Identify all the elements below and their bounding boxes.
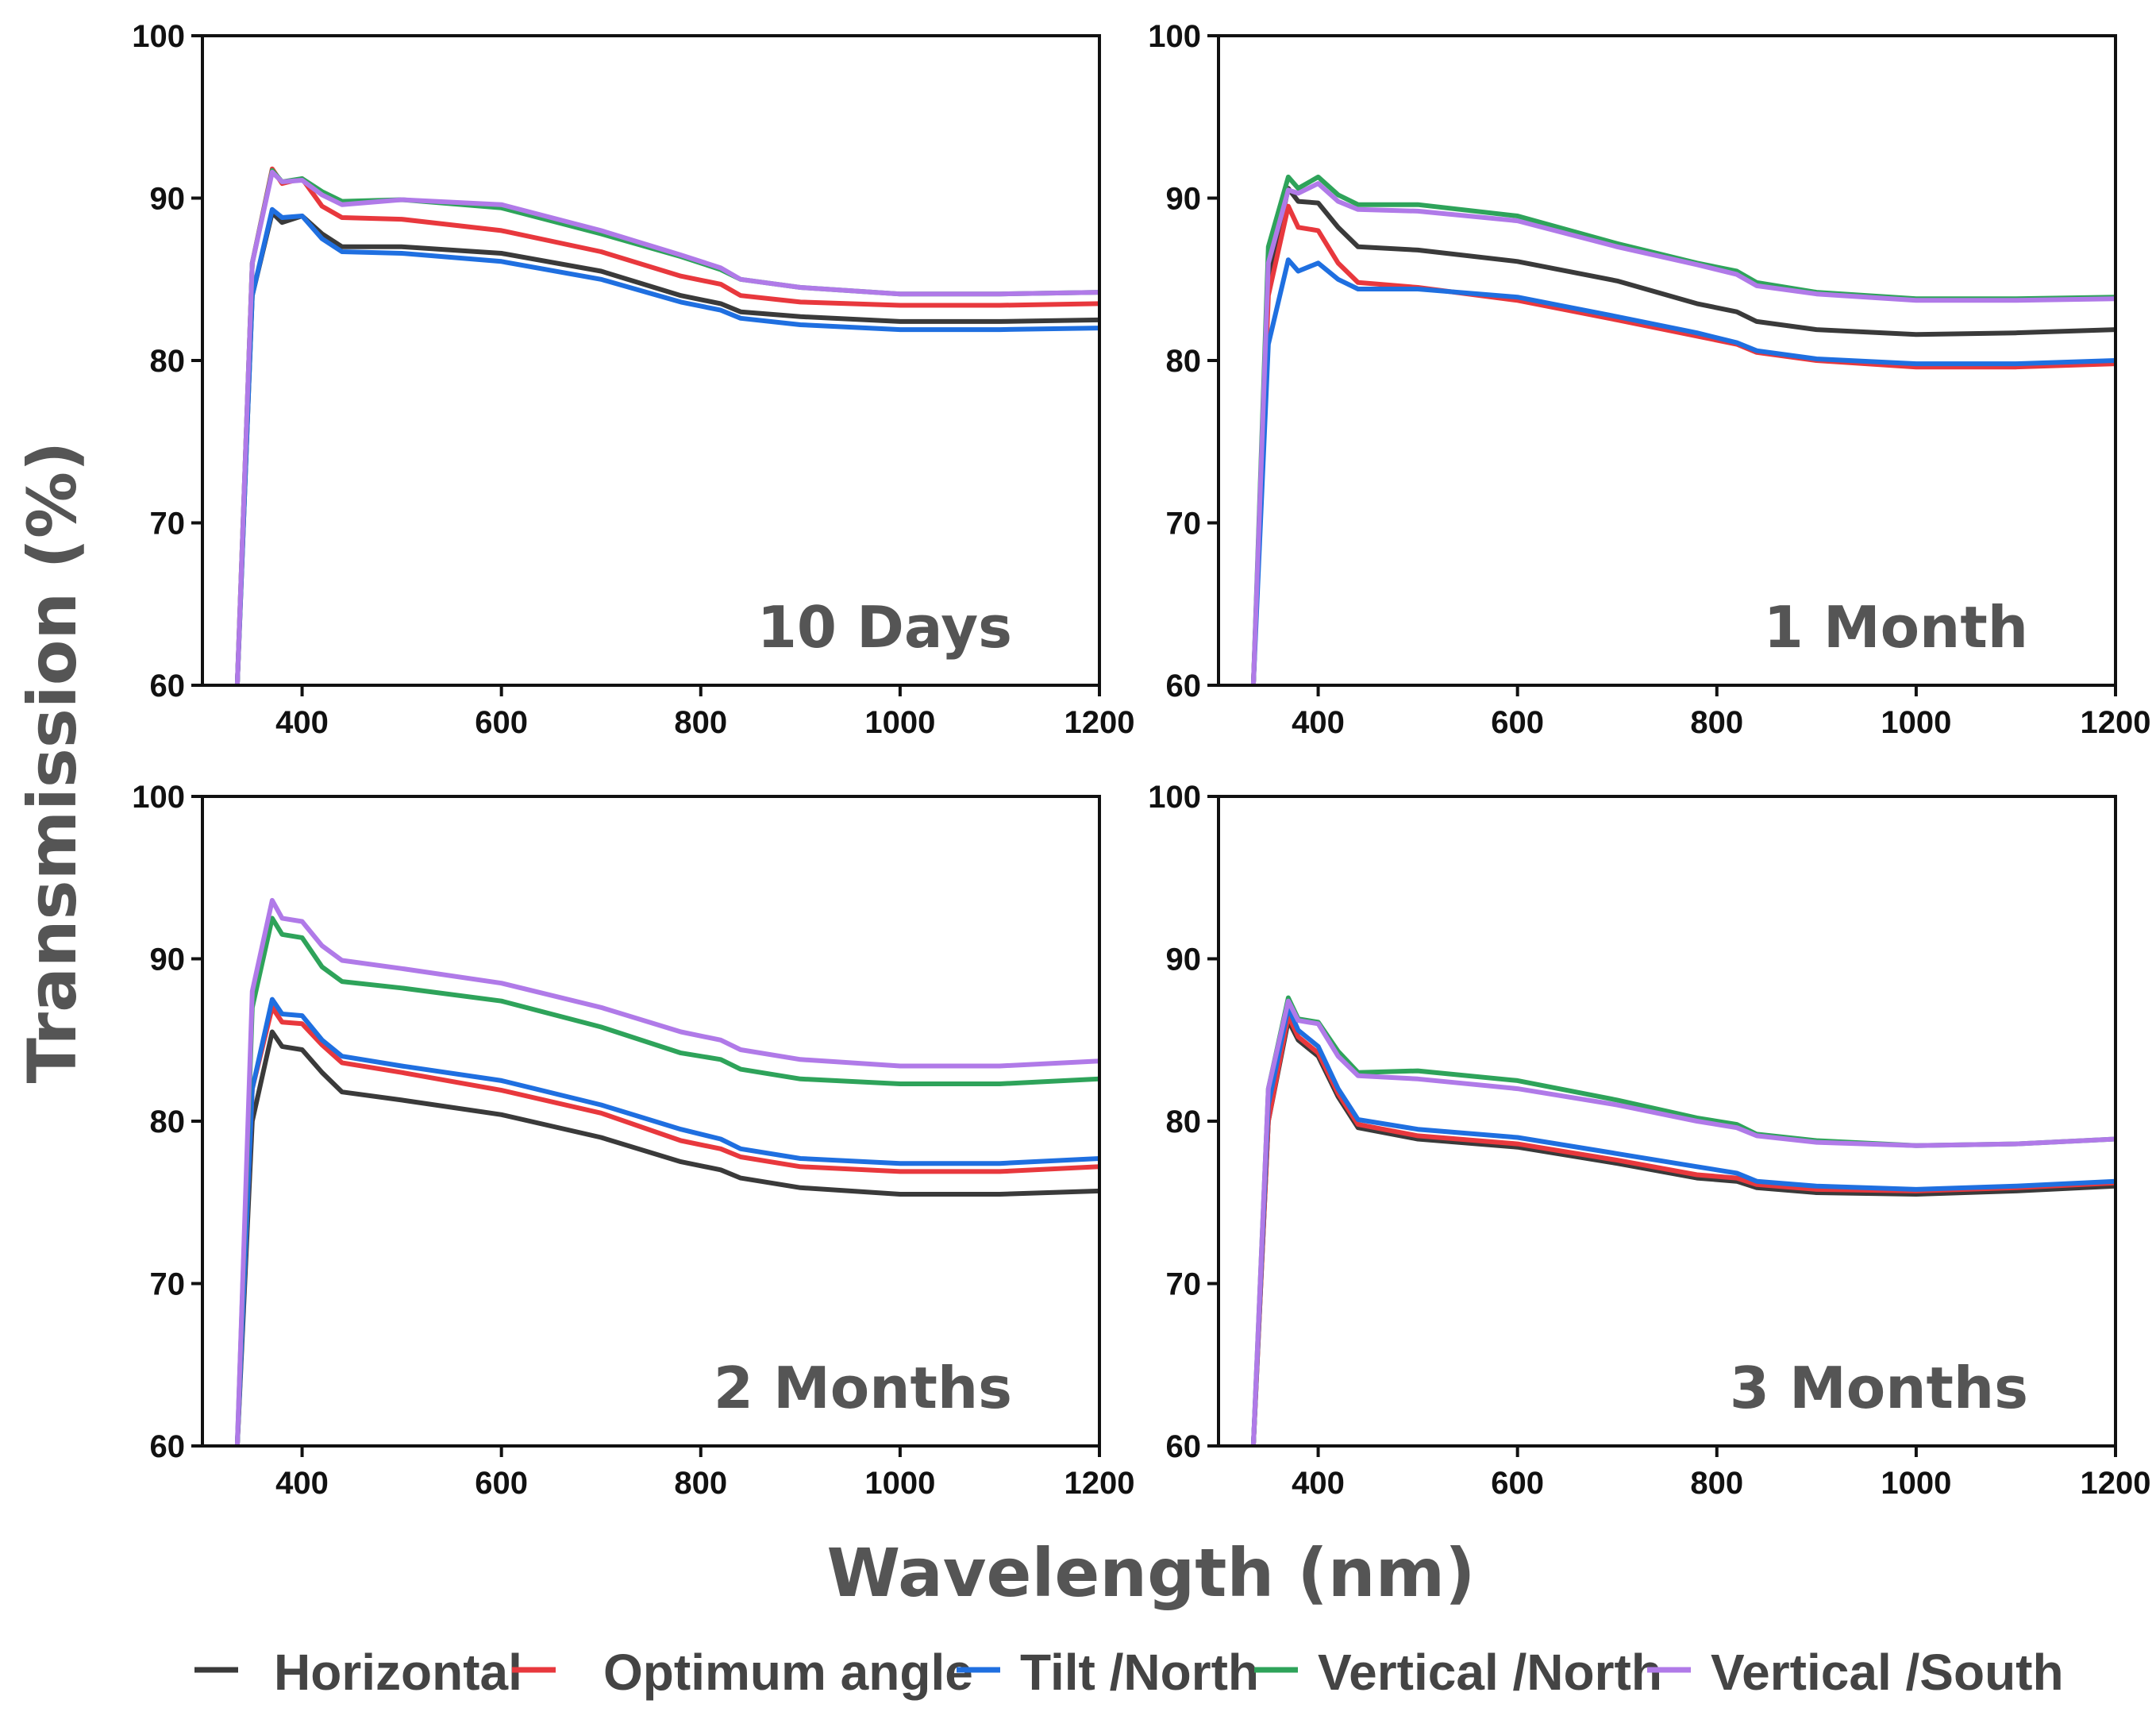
panel-1-month: 400 600 800 1000 1200 60 70 80 90 100 1 Month — [1148, 19, 2150, 740]
x-tick-label: 800 — [1690, 1466, 1743, 1501]
y-tick-label: 100 — [1148, 780, 1201, 815]
y-tick-label: 60 — [150, 669, 186, 704]
series-line-optimum-angle — [1250, 1013, 2116, 1446]
series-line-horizontal — [1250, 186, 2116, 685]
legend-label-horizontal: Horizontal — [274, 1644, 522, 1701]
x-tick-label: 400 — [1292, 705, 1345, 740]
series-line-optimum-angle — [234, 1004, 1099, 1446]
y-tick-label: 80 — [150, 344, 186, 379]
series-lines — [1250, 995, 2116, 1446]
panel-2-months: 400 600 800 1000 1200 60 70 80 90 100 2 Months — [132, 780, 1134, 1501]
panel-title: 2 Months — [714, 1355, 1012, 1421]
x-tick-label: 1000 — [1881, 1466, 1951, 1501]
plot-frame — [201, 34, 1101, 687]
plot-frame — [1217, 34, 2117, 687]
y-tick-label: 80 — [1166, 1105, 1202, 1139]
series-lines — [1250, 174, 2116, 685]
series-line-vertical-south — [234, 169, 1099, 685]
series-line-vertical-south — [234, 897, 1099, 1446]
panel-10-days: 400 600 800 1000 1200 60 70 80 90 100 10 Days — [132, 19, 1134, 740]
x-tick-label: 1200 — [1065, 1466, 1135, 1501]
y-tick-label: 90 — [150, 943, 186, 977]
legend-label-vertical-north: Vertical /North — [1318, 1644, 1662, 1701]
x-tick-label: 1000 — [864, 1466, 935, 1501]
y-tick-label: 80 — [1166, 344, 1202, 379]
series-lines — [234, 166, 1099, 685]
x-tick-label: 800 — [674, 705, 727, 740]
series-line-tilt-north — [234, 997, 1099, 1446]
panel-title: 3 Months — [1730, 1355, 2028, 1421]
series-line-tilt-north — [234, 206, 1099, 685]
x-axis-title: Wavelength (nm) — [826, 1534, 1475, 1612]
x-tick-label: 600 — [1491, 1466, 1544, 1501]
legend-label-vertical-south: Vertical /South — [1711, 1644, 2064, 1701]
x-tick-label: 800 — [674, 1466, 727, 1501]
legend-label-optimum-angle: Optimum angle — [603, 1644, 973, 1701]
x-tick-label: 600 — [1491, 705, 1544, 740]
y-tick-label: 70 — [150, 507, 186, 542]
y-axis-title: Transmission (%) — [13, 441, 91, 1084]
series-line-tilt-north — [1250, 1004, 2116, 1446]
y-tick-label: 70 — [150, 1267, 186, 1302]
y-tick-label: 60 — [150, 1429, 186, 1464]
y-tick-label: 70 — [1166, 1267, 1202, 1302]
x-tick-label: 800 — [1690, 705, 1743, 740]
x-tick-label: 1200 — [2081, 1466, 2151, 1501]
x-tick-label: 1200 — [1065, 705, 1135, 740]
legend-label-tilt-north: Tilt /North — [1020, 1644, 1259, 1701]
y-tick-label: 60 — [1166, 1429, 1202, 1464]
legend: Horizontal Optimum angle Tilt /North Ver… — [194, 1644, 2064, 1701]
x-tick-label: 1000 — [1881, 705, 1951, 740]
series-line-horizontal — [234, 1029, 1099, 1446]
series-line-vertical-south — [1250, 181, 2116, 685]
y-tick-label: 80 — [150, 1105, 186, 1139]
x-tick-label: 600 — [475, 1466, 528, 1501]
series-line-tilt-north — [1250, 257, 2116, 685]
x-tick-label: 400 — [275, 1466, 329, 1501]
series-line-horizontal — [234, 210, 1099, 685]
x-tick-label: 600 — [475, 705, 528, 740]
panels: 400 600 800 1000 1200 60 70 80 90 100 10 Days 400 60… — [132, 19, 2150, 1501]
y-tick-label: 100 — [1148, 19, 1201, 54]
y-tick-label: 90 — [150, 182, 186, 217]
x-tick-label: 400 — [1292, 1466, 1345, 1501]
y-tick-label: 60 — [1166, 669, 1202, 704]
x-tick-label: 400 — [275, 705, 329, 740]
panel-title: 10 Days — [757, 594, 1012, 661]
series-line-vertical-north — [234, 916, 1099, 1446]
y-tick-label: 100 — [132, 19, 185, 54]
series-line-vertical-south — [1250, 998, 2116, 1446]
y-tick-label: 90 — [1166, 943, 1202, 977]
panel-title: 1 Month — [1764, 594, 2028, 661]
series-lines — [234, 897, 1099, 1446]
panel-3-months: 400 600 800 1000 1200 60 70 80 90 100 3 Months — [1148, 780, 2150, 1501]
y-tick-label: 90 — [1166, 182, 1202, 217]
y-tick-label: 70 — [1166, 507, 1202, 542]
y-tick-label: 100 — [132, 780, 185, 815]
x-tick-label: 1000 — [864, 705, 935, 740]
x-tick-label: 1200 — [2081, 705, 2151, 740]
